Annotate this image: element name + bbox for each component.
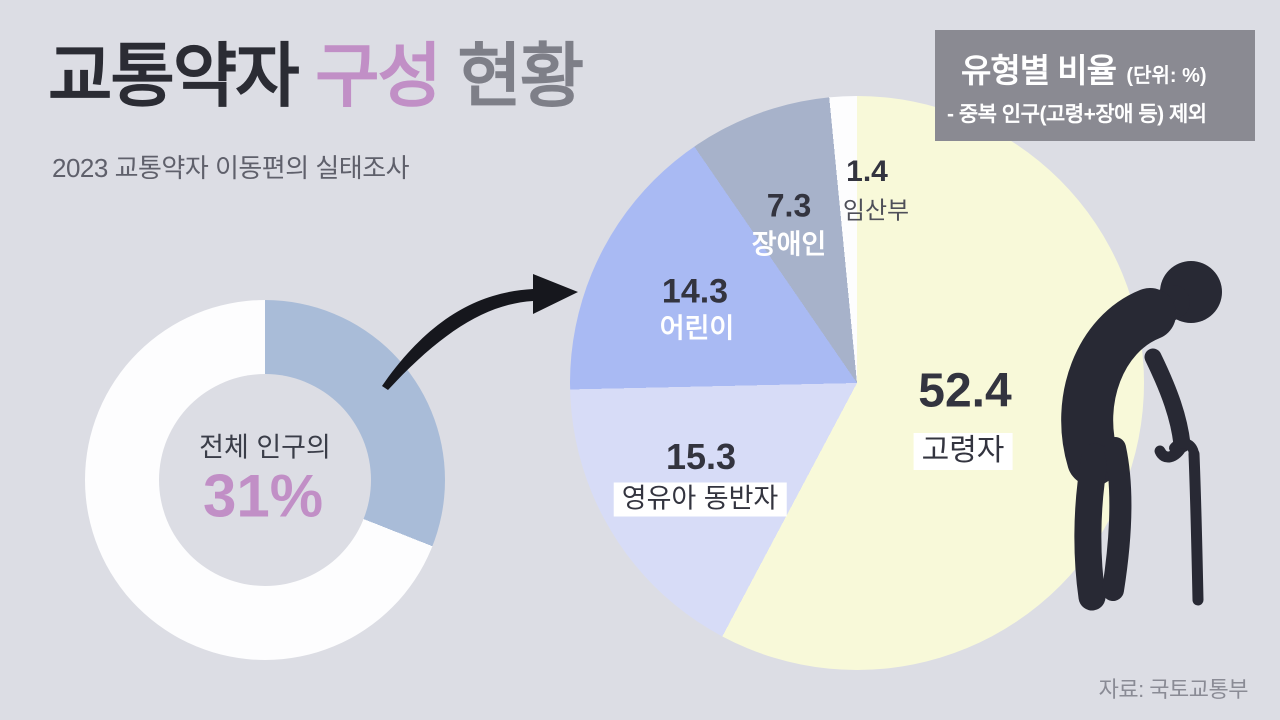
pie-label-child-value: 14.3 xyxy=(661,272,729,311)
infobox-note: - 중복 인구(고령+장애 등) 제외 xyxy=(947,103,1207,126)
legend-infobox: 유형별 비율 (단위: %) - 중복 인구(고령+장애 등) 제외 xyxy=(935,30,1255,141)
pie-label-senior: 고령자 xyxy=(913,425,1013,470)
pie-label-infant-value: 15.3 xyxy=(665,436,737,477)
pie-label-infant: 영유아 동반자 xyxy=(613,477,787,517)
pie-label-child: 어린이 xyxy=(659,313,735,344)
donut-center-value: 31% xyxy=(202,462,324,530)
data-source: 자료: 국토교통부 xyxy=(1098,677,1249,702)
donut-chart xyxy=(85,300,445,660)
infobox-title: 유형별 비율 xyxy=(961,52,1117,89)
pie-label-disabled-value: 7.3 xyxy=(766,187,812,224)
pie-label-pregnant-value: 1.4 xyxy=(846,155,888,188)
infobox-unit: (단위: %) xyxy=(1126,65,1207,87)
title-main: 교통약자 xyxy=(48,37,300,115)
pie-label-disabled: 장애인 xyxy=(751,229,827,260)
page-title: 교통약자 구성 현황 xyxy=(48,37,584,115)
pie-chart xyxy=(570,96,1144,670)
elderly-person-cane-icon xyxy=(1061,261,1222,611)
curved-arrow-icon xyxy=(382,274,578,390)
donut-center-label: 전체 인구의 xyxy=(199,432,331,463)
infobox-title-line: 유형별 비율 (단위: %) xyxy=(961,44,1243,92)
title-tail: 현황 xyxy=(457,37,584,115)
page-subtitle: 2023 교통약자 이동편의 실태조사 xyxy=(52,153,410,183)
pie-label-pregnant: 임산부 xyxy=(842,197,910,225)
donut-hole xyxy=(159,374,371,586)
pie-label-senior-value: 52.4 xyxy=(918,364,1012,418)
title-accent: 구성 xyxy=(315,37,442,115)
